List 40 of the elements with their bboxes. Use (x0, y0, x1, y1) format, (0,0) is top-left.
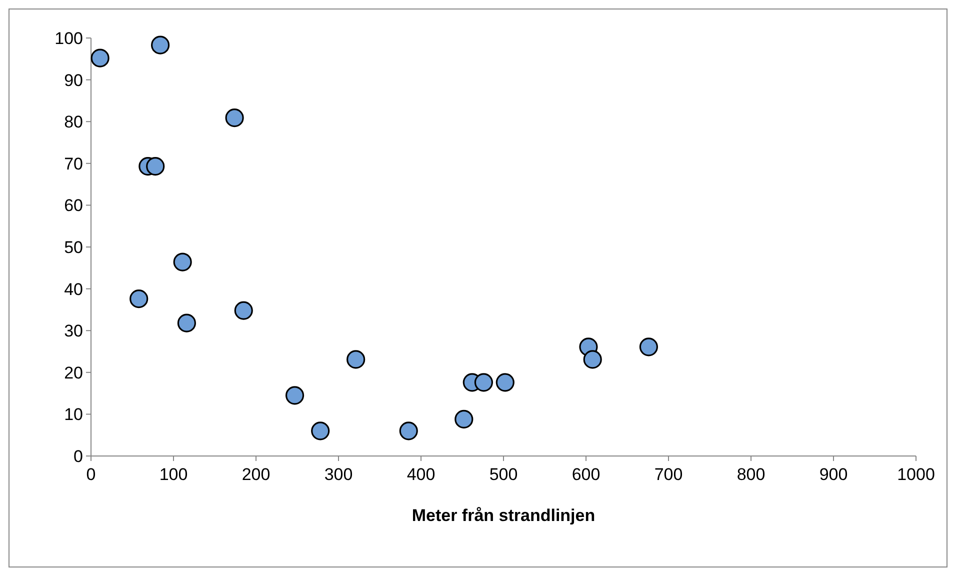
x-tick-label: 900 (819, 465, 848, 484)
y-tick-label: 10 (64, 405, 83, 424)
point (177, 314, 196, 332)
point (90, 48, 110, 68)
point (151, 36, 170, 54)
point (234, 301, 253, 320)
point (583, 350, 602, 369)
point (173, 252, 192, 272)
y-tick-label: 20 (64, 363, 83, 382)
x-tick-label: 200 (242, 465, 270, 484)
point (146, 157, 165, 176)
y-tick-label: 70 (64, 154, 83, 174)
x-tick-label: 600 (572, 465, 600, 484)
y-tick-label: 30 (64, 322, 83, 341)
y-tick-label: 40 (64, 280, 83, 299)
point (496, 373, 514, 392)
point (130, 290, 148, 308)
point (639, 338, 658, 356)
x-tick-label: 800 (736, 465, 766, 484)
x-tick-label: 700 (654, 465, 683, 484)
point (454, 410, 474, 428)
y-tick-label: 90 (64, 70, 83, 90)
point (311, 422, 330, 440)
y-tick-label: 0 (74, 446, 83, 466)
point (285, 386, 304, 405)
x-axis-title: Meter från strandlinjen (412, 506, 596, 525)
point (399, 422, 418, 440)
x-tick-label: 300 (324, 465, 353, 484)
y-tick-label: 50 (64, 238, 83, 257)
x-tick-label: 500 (489, 465, 518, 484)
point (474, 373, 493, 392)
y-tick-label: 60 (64, 196, 83, 216)
y-tick-label: 100 (54, 28, 83, 48)
y-tick-label: 80 (64, 112, 83, 132)
point (225, 108, 244, 128)
x-tick-label: 0 (86, 465, 96, 484)
x-tick-label: 100 (159, 465, 188, 484)
x-tick-label: 1000 (897, 465, 935, 484)
point (346, 350, 366, 369)
x-tick-label: 400 (406, 465, 436, 484)
